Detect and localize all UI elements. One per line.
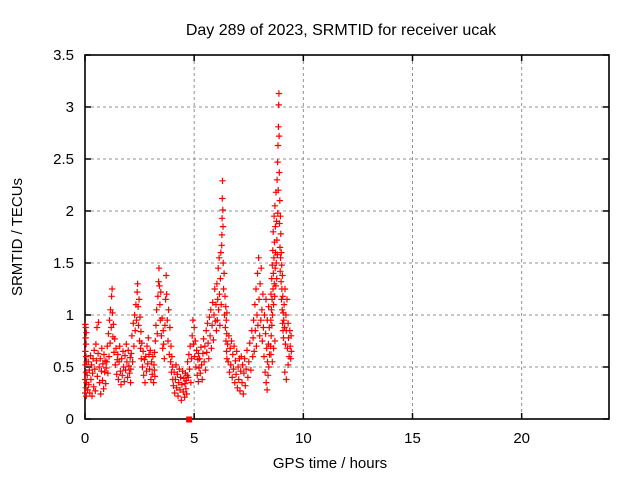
x-tick-label: 5 [190,430,198,447]
chart-title: Day 289 of 2023, SRMTID for receiver uca… [186,22,497,39]
y-axis-label: SRMTID / TECUs [9,178,26,296]
gridlines [85,55,609,419]
y-tick-label: 1 [66,307,74,324]
x-tick-label: 0 [81,430,89,447]
y-tick-label: 3.5 [53,47,74,64]
y-tick-label: 2.5 [53,151,74,168]
y-tick-label: 3 [66,99,74,116]
y-tick-label: 0.5 [53,359,74,376]
square-marker [186,416,193,423]
plus-markers [82,90,295,404]
axis-ticks [84,54,609,420]
x-tick-label: 20 [513,430,530,447]
x-tick-label: 15 [404,430,421,447]
plot-border [84,54,610,420]
scatter-points [82,90,295,423]
y-tick-label: 0 [66,411,74,428]
x-axis-label: GPS time / hours [273,455,387,472]
y-tick-label: 1.5 [53,255,74,272]
y-tick-label: 2 [66,203,74,220]
x-tick-label: 10 [295,430,312,447]
tick-labels: 0 5 10 15 20 0 0.5 1 1.5 2 2.5 3 3.5 [53,47,530,447]
